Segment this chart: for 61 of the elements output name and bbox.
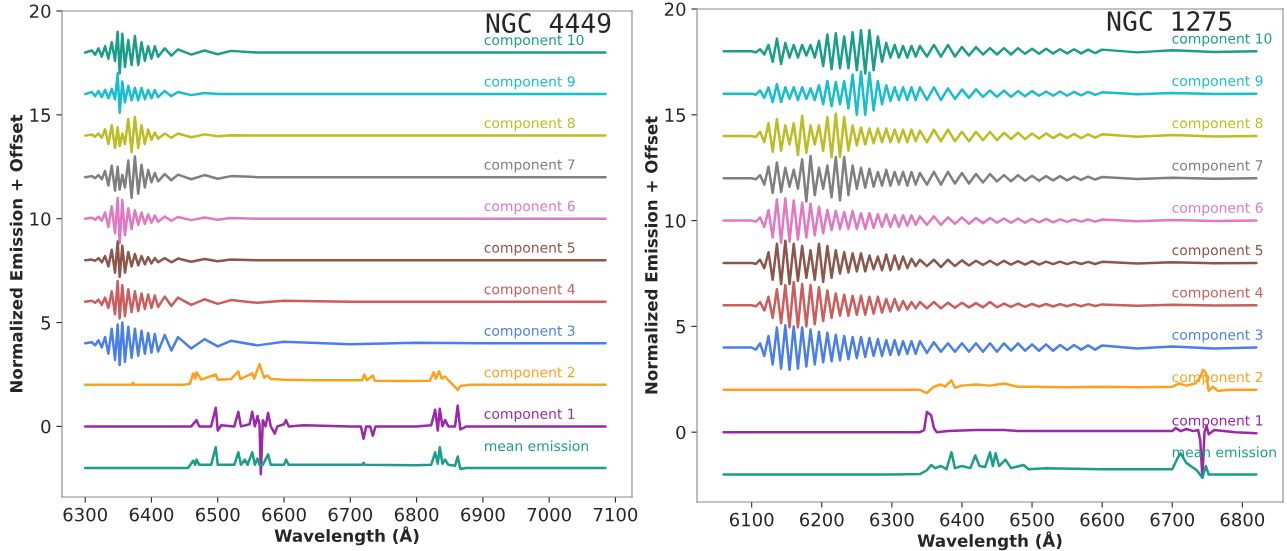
y-tick-label: 0: [41, 419, 51, 434]
x-tick-label: 6400: [940, 512, 984, 527]
x-tick-label: 6600: [262, 507, 306, 522]
line-series: [83, 155, 607, 200]
chart-title: NGC 1275: [1107, 11, 1232, 32]
series-label: component 4: [484, 284, 575, 298]
line-series: [83, 362, 607, 392]
y-tick-label: 15: [30, 108, 51, 122]
chart-title: NGC 4449: [486, 13, 611, 34]
x-tick-label: 6700: [328, 507, 373, 522]
x-tick-label: 6900: [461, 507, 505, 522]
line-series: [83, 115, 607, 154]
line-series: [83, 404, 607, 476]
series-label: component 6: [484, 200, 575, 214]
x-tick-label: 6800: [394, 507, 439, 522]
y-axis-title: Normalized Emission + Offset: [9, 114, 23, 393]
y-tick-label: 20: [29, 4, 51, 19]
series-label: mean emission: [485, 440, 588, 452]
y-tick-label: 15: [665, 108, 686, 122]
x-tick-label: 6700: [1150, 512, 1195, 527]
series-label: component 8: [1172, 117, 1263, 132]
series-label: component 7: [484, 159, 575, 173]
x-tick-label: 6200: [800, 512, 844, 527]
series-label: component 6: [1172, 202, 1263, 216]
series-label: component 1: [1172, 415, 1263, 429]
series-label: component 10: [484, 34, 584, 48]
series-label: component 7: [1172, 160, 1263, 174]
y-tick-label: 5: [41, 316, 51, 330]
line-series: [83, 240, 607, 279]
line-series: [83, 279, 607, 320]
y-tick-label: 10: [30, 212, 51, 226]
x-tick-label: 7100: [593, 507, 638, 522]
series-label: component 3: [484, 325, 575, 339]
x-tick-label: 6300: [870, 512, 914, 527]
x-tick-label: 6500: [1010, 512, 1054, 527]
line-series: [83, 72, 607, 115]
series-label: component 9: [1172, 75, 1263, 89]
x-tick-label: 6800: [1220, 512, 1265, 527]
series-label: component 10: [1172, 33, 1272, 47]
x-tick-label: 6300: [63, 507, 107, 522]
x-tick-label: 7000: [527, 507, 571, 522]
series-label: component 5: [1172, 244, 1263, 258]
y-tick-label: 0: [676, 425, 686, 440]
series-label: component 3: [1172, 329, 1263, 343]
x-tick-label: 6600: [1080, 512, 1124, 527]
series-label: component 5: [484, 242, 575, 256]
x-axis-title: Wavelength (Å): [274, 526, 419, 546]
series-label: component 1: [484, 408, 575, 422]
x-tick-label: 6500: [196, 507, 240, 522]
y-tick-label: 10: [665, 214, 686, 228]
y-axis-title: Normalized Emission + Offset: [644, 116, 658, 394]
x-axis-title: Wavelength (Å): [917, 531, 1062, 551]
x-tick-label: 6100: [729, 512, 774, 527]
y-tick-label: 5: [676, 320, 686, 334]
y-tick-label: 20: [664, 2, 686, 17]
series-label: component 9: [484, 76, 575, 90]
series-label: component 4: [1172, 287, 1263, 301]
series-label: component 2: [484, 366, 575, 381]
line-series: [83, 321, 607, 367]
series-label: component 8: [484, 117, 575, 131]
x-tick-label: 6400: [129, 507, 174, 522]
